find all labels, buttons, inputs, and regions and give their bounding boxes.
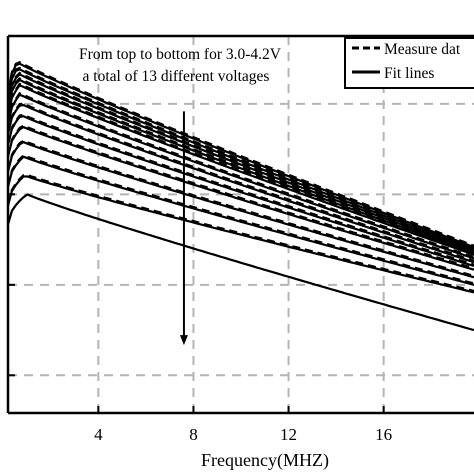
fit-line-7	[6, 103, 474, 264]
measured-line-7	[7, 102, 474, 262]
measured-line-8	[7, 113, 474, 266]
annotation-arrow-head	[179, 335, 188, 346]
x-tick-label-2: 12	[280, 425, 297, 444]
x-axis-label: Frequency(MHZ)	[201, 450, 329, 471]
legend-label-measure: Measure dat	[384, 41, 461, 58]
measured-line-5	[7, 82, 474, 255]
fit-line-6	[6, 93, 474, 260]
fit-line-9	[6, 125, 474, 271]
x-tick-label-0: 4	[94, 425, 103, 444]
fit-line-11	[6, 155, 474, 286]
series-group	[6, 60, 474, 332]
measured-line-3	[7, 71, 474, 251]
annotation-line-2: a total of 13 different voltages	[83, 68, 270, 85]
legend-label-fit: Fit lines	[384, 65, 434, 82]
legend: Measure dat Fit lines	[344, 37, 474, 89]
measured-line-11	[7, 154, 474, 285]
annotation: From top to bottom for 3.0-4.2V a total …	[79, 46, 282, 346]
measured-line-2	[7, 66, 474, 249]
x-tick-label-3: 16	[375, 425, 392, 444]
legend-box	[344, 37, 474, 89]
fit-line-2	[6, 68, 474, 251]
fit-line-13	[6, 193, 474, 332]
grid-lines	[8, 36, 474, 413]
fit-line-8	[6, 115, 474, 268]
measured-line-12	[7, 174, 474, 292]
measured-line-10	[7, 139, 474, 277]
measured-line-1	[7, 60, 474, 247]
measured-line-9	[7, 124, 474, 270]
annotation-line-1: From top to bottom for 3.0-4.2V	[79, 46, 282, 63]
measured-line-6	[7, 91, 474, 258]
tick-marks: 4 8 12 16	[8, 102, 392, 444]
fit-line-10	[6, 140, 474, 279]
fit-line-1	[6, 62, 474, 249]
x-tick-label-1: 8	[189, 425, 198, 444]
fit-line-12	[6, 175, 474, 294]
measured-line-4	[7, 77, 474, 253]
axes	[6, 34, 474, 415]
fit-line-5	[6, 83, 474, 256]
